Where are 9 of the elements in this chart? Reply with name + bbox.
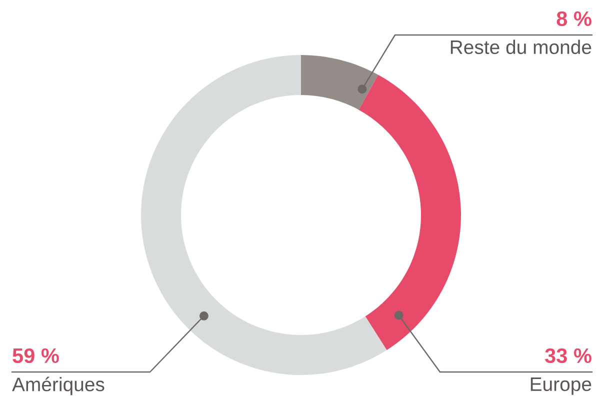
slice-label: Reste du monde — [450, 40, 592, 54]
data-label: 33 % — [544, 348, 592, 364]
data-label: 59 % — [12, 348, 59, 364]
donut-slice — [141, 55, 387, 375]
slice-label: Amériques — [12, 376, 104, 396]
slice-label: Europe — [530, 378, 592, 395]
donut-slice — [358, 74, 461, 350]
data-label: 8 % — [556, 11, 592, 26]
donut-slice — [301, 55, 378, 110]
